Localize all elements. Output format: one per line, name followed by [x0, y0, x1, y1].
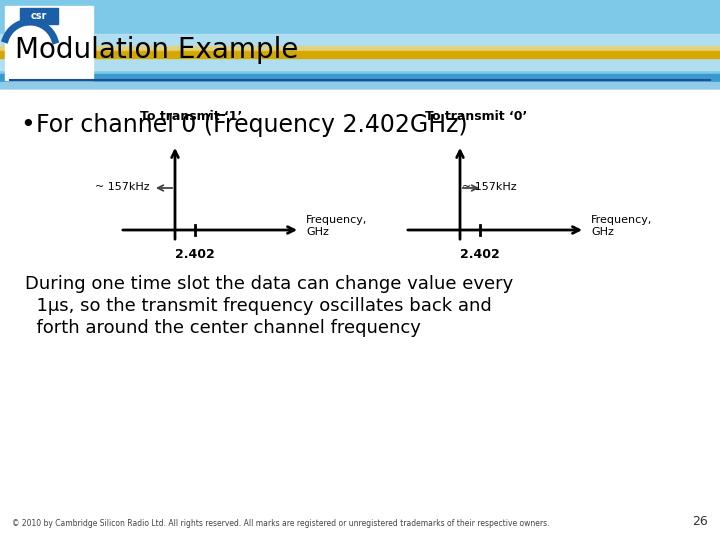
Text: During one time slot the data can change value every: During one time slot the data can change…: [25, 275, 513, 293]
Text: Frequency,
GHz: Frequency, GHz: [591, 215, 652, 237]
Text: Modulation Example: Modulation Example: [15, 36, 298, 64]
Bar: [0, 46, 720, 50]
Bar: [0, 74, 720, 88]
Text: To transmit ‘1’: To transmit ‘1’: [140, 110, 242, 123]
Text: Frequency,
GHz: Frequency, GHz: [306, 215, 367, 237]
Bar: [0, 82, 720, 88]
Text: csr: csr: [31, 11, 48, 21]
Text: For channel 0 (Frequency 2.402GHz): For channel 0 (Frequency 2.402GHz): [36, 113, 467, 137]
Bar: [0, 50, 720, 58]
Bar: [5, 6, 93, 80]
Bar: [0, 34, 720, 70]
Text: © 2010 by Cambridge Silicon Radio Ltd. All rights reserved. All marks are regist: © 2010 by Cambridge Silicon Radio Ltd. A…: [12, 519, 549, 528]
Text: To transmit ‘0’: To transmit ‘0’: [425, 110, 527, 123]
Text: ~ 157kHz: ~ 157kHz: [462, 182, 517, 192]
Text: 26: 26: [692, 515, 708, 528]
Text: forth around the center channel frequency: forth around the center channel frequenc…: [25, 319, 421, 337]
Text: 1μs, so the transmit frequency oscillates back and: 1μs, so the transmit frequency oscillate…: [25, 297, 492, 315]
Bar: [20, 8, 58, 24]
Text: ~ 157kHz: ~ 157kHz: [95, 182, 150, 192]
Text: •: •: [20, 113, 35, 137]
Text: 2.402: 2.402: [175, 248, 215, 261]
Bar: [0, 0, 720, 88]
Text: 2.402: 2.402: [460, 248, 500, 261]
